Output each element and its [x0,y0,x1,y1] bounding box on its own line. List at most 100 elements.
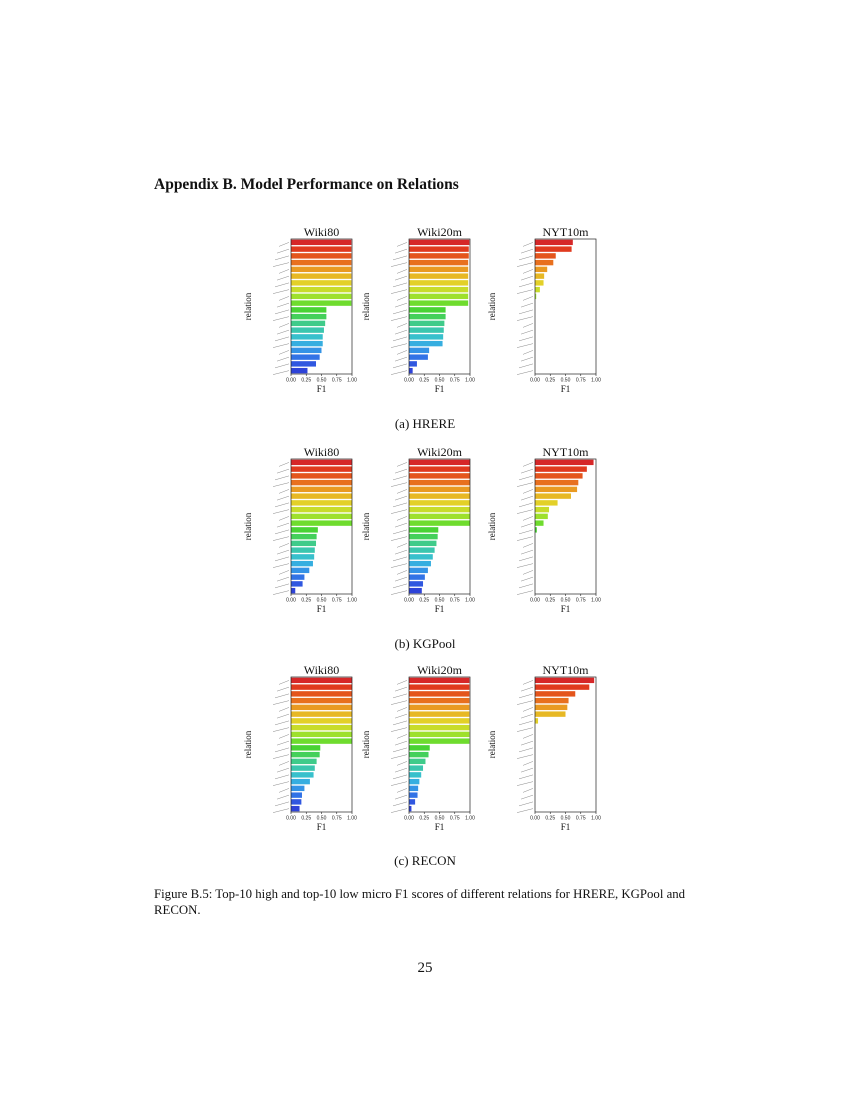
relation-tick-label [274,282,290,288]
relation-tick-label [276,576,290,582]
relation-tick-label [518,475,534,481]
bar [291,340,323,347]
relation-tick-label [272,343,290,348]
x-axis-label: F1 [435,822,445,832]
bar [409,799,416,805]
bar [291,239,352,246]
bar [409,266,469,273]
bar [535,500,558,506]
relation-tick-label [516,370,534,375]
bar [291,506,352,513]
relation-tick-label [522,788,534,793]
bar [409,313,446,320]
relation-tick-label [274,774,290,780]
chart-title: Wiki80 [304,225,340,239]
x-tick-label: 0.75 [450,816,460,822]
chart-wiki20m: Wiki20m relation F1 0.00 0.25 0.50 0.75 1.00 [361,225,475,394]
x-tick-label: 0.25 [545,598,555,604]
relation-tick-label [516,727,534,732]
relation-tick-label [390,563,408,568]
relation-tick-label [278,761,290,766]
chart-nyt10m: NYT10m relation F1 0.00 0.25 0.50 0.75 1.00 [487,663,601,832]
bar [291,792,302,798]
relation-tick-label [396,761,408,766]
bar [409,731,470,738]
relation-tick-label [390,700,408,705]
bar [409,280,469,286]
bar [291,479,352,486]
relation-tick-label [522,543,534,548]
bar [409,320,445,327]
relation-tick-label [518,529,534,535]
relation-tick-label [516,590,534,595]
y-axis-label: relation [243,730,253,758]
relation-tick-label [520,356,534,362]
x-axis-label: F1 [561,384,571,394]
relation-tick-label [516,343,534,348]
chart-wiki20m: Wiki20m relation F1 0.00 0.25 0.50 0.75 1.00 [361,445,475,614]
bar [291,466,352,472]
relation-tick-label [276,522,290,528]
bar [291,459,352,466]
x-tick-label: 0.00 [286,378,296,384]
relation-tick-label [274,693,290,699]
bar [409,792,418,798]
bar [291,313,327,320]
bar [291,486,352,493]
relation-tick-label [276,549,290,555]
x-tick-label: 1.00 [465,378,475,384]
x-tick-label: 0.50 [435,598,445,604]
relation-tick-label [276,275,290,281]
x-tick-label: 0.75 [576,816,586,822]
x-tick-label: 0.00 [530,816,540,822]
relation-tick-label [516,808,534,813]
x-tick-label: 0.25 [419,598,429,604]
relation-tick-label [390,509,408,514]
bar [535,718,539,724]
relation-tick-label [520,495,534,501]
relation-tick-label [520,468,534,474]
bar [291,280,352,286]
relation-tick-label [518,502,534,508]
bar [409,520,470,526]
relation-tick-label [520,522,534,528]
chart-wiki80: Wiki80 relation F1 0.00 0.25 0.50 0.75 1.00 [243,225,357,394]
relation-tick-label [278,788,290,793]
relation-tick-label [392,309,408,315]
relation-tick-label [516,262,534,267]
figure-recon: Wiki80 relation F1 0.00 0.25 0.50 0.75 1.00 Wiki… [0,663,850,853]
bar [535,704,568,711]
relation-tick-label [392,583,408,589]
x-tick-label: 0.50 [317,816,327,822]
bar [535,459,594,466]
chart-wiki80: Wiki80 relation F1 0.00 0.25 0.50 0.75 1.00 [243,445,357,614]
relation-tick-label [518,556,534,562]
subcaption-hrere: (a) HRERE [394,416,456,431]
bar [291,805,300,812]
relation-tick-label [520,794,534,800]
x-tick-label: 0.75 [332,598,342,604]
x-tick-label: 1.00 [347,378,357,384]
bar [535,479,579,486]
bar [409,724,470,731]
bar [409,805,412,812]
figure-hrere: Wiki80 relation F1 0.00 0.25 0.50 0.75 1.00 Wiki… [0,225,850,415]
relation-tick-label [392,475,408,481]
relation-tick-label [272,482,290,487]
bar [409,785,419,792]
bar [409,574,425,580]
bar [409,367,413,374]
y-axis-label: relation [243,292,253,320]
relation-tick-label [272,563,290,568]
relation-tick-label [396,269,408,274]
relation-tick-label [390,343,408,348]
relation-tick-label [516,536,534,541]
x-tick-label: 0.50 [561,378,571,384]
relation-tick-label [272,370,290,375]
relation-tick-label [518,774,534,780]
relation-tick-label [274,502,290,508]
bar [291,286,352,293]
